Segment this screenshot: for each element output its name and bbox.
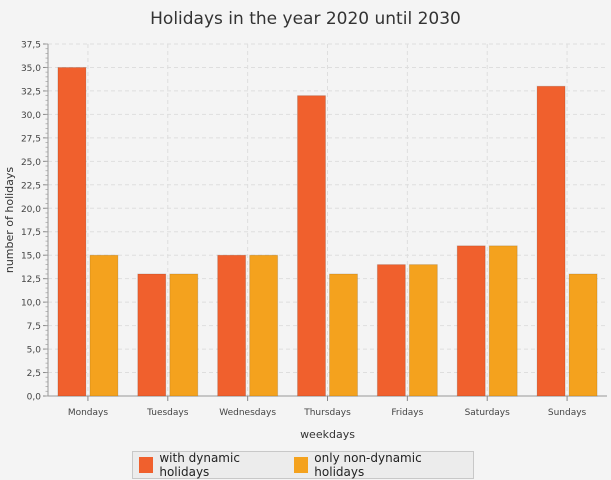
chart-plot: 0,0 2,5 5,0 7,5 10,0 12,5 15,0 17,5 20,0 22,5 25,0… (3, 41, 607, 441)
legend-item-non-dynamic: only non-dynamic holidays (293, 451, 459, 479)
y-axis-label: number of holidays (3, 167, 16, 274)
y-tick-label: 25,0 (21, 158, 41, 168)
chart-title: Holidays in the year 2020 until 2030 (150, 9, 461, 29)
y-tick-label: 2,5 (27, 369, 41, 379)
x-axis-label: weekdays (300, 428, 355, 441)
bar-series2-saturdays (488, 245, 518, 397)
bar-series2-wednesdays (249, 254, 279, 397)
bar-series2-fridays (408, 264, 438, 397)
bar-series1-tuesdays (137, 273, 167, 397)
y-tick-label: 37,5 (21, 41, 41, 51)
legend-swatch-non-dynamic (293, 457, 309, 473)
bar-series1-saturdays (456, 245, 486, 397)
legend-label-dynamic: with dynamic holidays (159, 451, 240, 479)
y-tick-label: 10,0 (21, 299, 41, 309)
x-tick-label: Wednesdays (219, 408, 276, 418)
y-tick-label: 17,5 (21, 228, 41, 238)
bar-series1-fridays (376, 264, 406, 397)
bar-series1-sundays (536, 85, 566, 397)
x-tick-label: Thursdays (303, 408, 351, 418)
legend-item-dynamic: with dynamic holidays (139, 451, 280, 479)
x-tick-label: Saturdays (465, 408, 511, 418)
y-tick-label: 32,5 (21, 87, 41, 97)
y-tick-label: 0,0 (27, 393, 42, 403)
y-tick-label: 35,0 (21, 64, 41, 74)
bar-series2-tuesdays (169, 273, 199, 397)
legend-swatch-dynamic (139, 457, 154, 473)
x-tick-label: Mondays (68, 408, 109, 418)
y-tick-label: 20,0 (21, 205, 41, 215)
y-tick-label: 7,5 (27, 322, 41, 332)
bar-series2-mondays (89, 254, 119, 397)
bar-series1-mondays (57, 66, 87, 397)
x-tick-label: Fridays (391, 408, 423, 418)
y-tick-label: 22,5 (21, 181, 41, 191)
chart-legend: with dynamic holidays only non-dynamic h… (132, 451, 474, 479)
bar-series1-thursdays (297, 95, 326, 397)
y-tick-label: 12,5 (21, 275, 41, 285)
x-tick-label: Sundays (548, 408, 587, 418)
y-tick-label: 15,0 (21, 252, 41, 262)
x-tick-label: Tuesdays (146, 408, 189, 418)
bar-series1-wednesdays (217, 254, 247, 397)
bar-series2-sundays (568, 273, 598, 397)
legend-label-non-dynamic: only non-dynamic holidays (314, 451, 422, 479)
y-tick-label: 5,0 (27, 346, 42, 356)
y-tick-label: 30,0 (21, 111, 41, 121)
bar-series2-thursdays (329, 273, 358, 397)
y-tick-label: 27,5 (21, 134, 41, 144)
